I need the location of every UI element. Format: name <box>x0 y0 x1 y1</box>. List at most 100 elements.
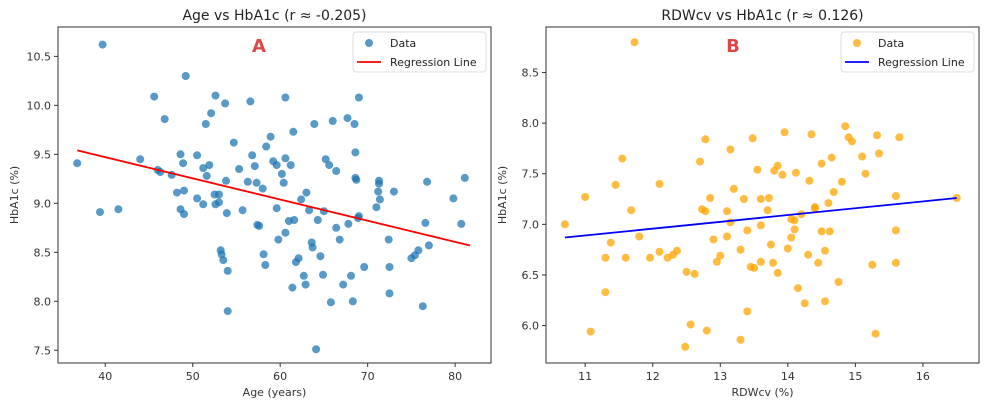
y-axis-label: HbA1c (%) <box>8 166 21 224</box>
data-point <box>821 246 829 255</box>
data-point <box>791 168 800 177</box>
data-point <box>281 228 290 237</box>
data-point <box>310 120 319 128</box>
data-point <box>769 258 777 267</box>
data-point <box>790 225 799 234</box>
data-point <box>319 270 327 279</box>
data-point <box>360 263 369 271</box>
data-point <box>252 178 261 187</box>
data-point <box>215 190 223 199</box>
data-point <box>729 184 738 193</box>
data-point <box>193 194 202 203</box>
y-ticks: 7.5 8.0 8.5 9.0 9.5 10.0 10.5 <box>27 50 58 357</box>
x-ticks: 40 50 60 70 80 <box>98 363 462 383</box>
data-point <box>873 131 881 140</box>
data-point <box>848 137 856 146</box>
data-point <box>606 238 615 247</box>
data-point <box>810 204 819 213</box>
data-point <box>635 232 644 241</box>
data-point <box>748 134 757 143</box>
data-point <box>332 223 341 232</box>
data-point <box>414 246 423 255</box>
regression-line <box>564 197 957 239</box>
data-point <box>262 142 271 151</box>
data-point <box>706 194 715 202</box>
data-point <box>207 109 216 118</box>
data-point <box>354 93 363 102</box>
data-point <box>374 187 383 196</box>
data-point <box>702 326 711 335</box>
data-point <box>350 120 359 128</box>
data-point <box>266 132 275 141</box>
data-point <box>817 227 826 236</box>
y-tick-label: 7.5 <box>522 168 540 181</box>
data-point <box>243 177 252 186</box>
legend-box <box>352 31 487 73</box>
data-point <box>211 91 220 100</box>
data-point <box>343 114 352 123</box>
x-tick-label: 60 <box>273 370 287 383</box>
y-tick-label: 8.5 <box>34 246 52 259</box>
data-point <box>630 38 639 47</box>
data-point <box>372 203 381 212</box>
data-point <box>281 154 290 163</box>
data-point <box>891 226 900 235</box>
data-point <box>723 207 731 216</box>
data-point <box>150 92 159 101</box>
data-point <box>837 177 846 186</box>
data-point <box>286 161 295 170</box>
x-axis-label: RDWcv (%) <box>731 386 793 399</box>
data-point <box>858 152 867 161</box>
y-tick-label: 9.5 <box>34 148 52 161</box>
data-point <box>384 235 393 244</box>
x-tick-label: 12 <box>646 370 660 383</box>
y-tick-label: 7.0 <box>522 218 540 231</box>
data-point <box>313 216 322 224</box>
x-tick-label: 16 <box>916 370 930 383</box>
data-point <box>205 161 214 170</box>
data-point <box>215 198 223 207</box>
data-point <box>586 327 595 336</box>
data-point <box>181 72 190 80</box>
data-point <box>96 208 104 217</box>
data-point <box>814 258 823 267</box>
data-point <box>279 178 288 187</box>
data-point <box>763 206 772 215</box>
data-point <box>277 169 286 178</box>
data-point <box>272 204 281 213</box>
data-point <box>712 257 721 266</box>
data-point <box>332 167 341 175</box>
data-point <box>766 240 775 249</box>
legend: Data Regression Line <box>840 31 975 73</box>
y-tick-label: 10.5 <box>27 50 52 63</box>
x-tick-label: 80 <box>448 370 462 383</box>
data-point <box>221 99 230 108</box>
data-point <box>764 194 773 202</box>
data-point <box>805 176 814 185</box>
data-point <box>385 289 394 298</box>
x-tick-label: 70 <box>361 370 375 383</box>
data-point <box>841 122 850 131</box>
data-point <box>787 233 796 242</box>
legend-marker-data <box>365 39 373 47</box>
data-point <box>780 128 789 137</box>
data-point <box>235 165 244 173</box>
scatter-points <box>73 40 469 354</box>
data-point <box>180 210 188 219</box>
data-point <box>686 320 695 329</box>
data-point <box>352 175 361 184</box>
data-point <box>756 195 765 203</box>
data-point <box>199 200 208 209</box>
data-point <box>424 241 433 250</box>
data-point <box>875 149 883 158</box>
data-point <box>743 307 752 316</box>
data-point <box>421 218 430 227</box>
data-point <box>176 150 185 159</box>
data-point <box>222 176 230 185</box>
data-point <box>248 151 257 160</box>
data-point <box>305 206 314 215</box>
data-point <box>375 195 384 204</box>
data-point <box>895 133 904 142</box>
data-point <box>202 171 211 180</box>
data-point <box>871 329 880 338</box>
